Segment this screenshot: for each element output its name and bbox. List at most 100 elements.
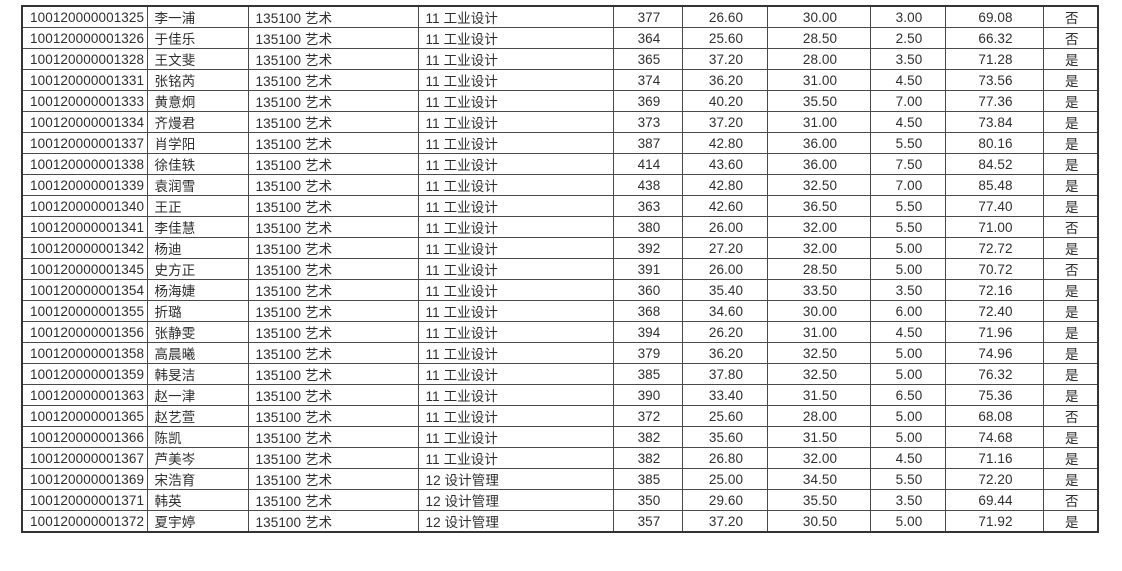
candidate-id-cell: 100120000001366 xyxy=(21,426,148,448)
major-code-cell: 135100 艺术 xyxy=(247,279,419,301)
table-row: 100120000001371 韩英 135100 艺术 12 设计管理 350… xyxy=(21,489,1099,511)
candidate-id-cell: 100120000001340 xyxy=(21,195,148,217)
score-4-cell: 5.50 xyxy=(869,132,946,154)
table-row: 100120000001354 杨海婕 135100 艺术 11 工业设计 36… xyxy=(21,279,1099,301)
score-3-cell: 32.00 xyxy=(766,216,871,238)
score-3-cell: 31.50 xyxy=(766,384,871,406)
direction-cell: 12 设计管理 xyxy=(417,468,614,490)
candidate-name-cell: 芦美岑 xyxy=(146,447,249,469)
admitted-flag-cell: 是 xyxy=(1042,237,1099,259)
major-code-cell: 135100 艺术 xyxy=(247,27,419,49)
score-3-cell: 31.00 xyxy=(766,321,871,343)
candidate-id-cell: 100120000001354 xyxy=(21,279,148,301)
candidate-name-cell: 陈凯 xyxy=(146,426,249,448)
candidate-name-cell: 夏宇婷 xyxy=(146,510,249,533)
initial-score-cell: 391 xyxy=(612,258,683,280)
score-2-cell: 37.20 xyxy=(681,510,768,533)
total-score-cell: 72.72 xyxy=(944,237,1044,259)
score-3-cell: 36.00 xyxy=(766,132,871,154)
admitted-flag-cell: 否 xyxy=(1042,27,1099,49)
direction-cell: 11 工业设计 xyxy=(417,132,614,154)
total-score-cell: 77.36 xyxy=(944,90,1044,112)
direction-cell: 11 工业设计 xyxy=(417,321,614,343)
candidate-name-cell: 齐熳君 xyxy=(146,111,249,133)
major-code-cell: 135100 艺术 xyxy=(247,48,419,70)
candidate-id-cell: 100120000001337 xyxy=(21,132,148,154)
direction-cell: 11 工业设计 xyxy=(417,216,614,238)
table-row: 100120000001356 张静雯 135100 艺术 11 工业设计 39… xyxy=(21,321,1099,343)
score-4-cell: 5.00 xyxy=(869,510,946,533)
total-score-cell: 69.44 xyxy=(944,489,1044,511)
initial-score-cell: 382 xyxy=(612,447,683,469)
table-row: 100120000001345 史方正 135100 艺术 11 工业设计 39… xyxy=(21,258,1099,280)
score-4-cell: 6.00 xyxy=(869,300,946,322)
score-2-cell: 27.20 xyxy=(681,237,768,259)
admitted-flag-cell: 是 xyxy=(1042,195,1099,217)
results-table: 100120000001325 李一浦 135100 艺术 11 工业设计 37… xyxy=(21,5,1099,533)
score-4-cell: 5.00 xyxy=(869,342,946,364)
score-3-cell: 31.00 xyxy=(766,69,871,91)
table-row: 100120000001338 徐佳轶 135100 艺术 11 工业设计 41… xyxy=(21,153,1099,175)
score-2-cell: 26.80 xyxy=(681,447,768,469)
initial-score-cell: 414 xyxy=(612,153,683,175)
total-score-cell: 72.20 xyxy=(944,468,1044,490)
candidate-name-cell: 李一浦 xyxy=(146,5,249,28)
candidate-name-cell: 肖学阳 xyxy=(146,132,249,154)
major-code-cell: 135100 艺术 xyxy=(247,510,419,533)
table-row: 100120000001372 夏宇婷 135100 艺术 12 设计管理 35… xyxy=(21,510,1099,533)
score-3-cell: 34.50 xyxy=(766,468,871,490)
candidate-id-cell: 100120000001334 xyxy=(21,111,148,133)
major-code-cell: 135100 艺术 xyxy=(247,468,419,490)
total-score-cell: 85.48 xyxy=(944,174,1044,196)
score-2-cell: 26.00 xyxy=(681,216,768,238)
candidate-id-cell: 100120000001356 xyxy=(21,321,148,343)
table-row: 100120000001355 折璐 135100 艺术 11 工业设计 368… xyxy=(21,300,1099,322)
score-3-cell: 32.00 xyxy=(766,447,871,469)
total-score-cell: 71.28 xyxy=(944,48,1044,70)
score-3-cell: 32.50 xyxy=(766,363,871,385)
major-code-cell: 135100 艺术 xyxy=(247,426,419,448)
initial-score-cell: 372 xyxy=(612,405,683,427)
direction-cell: 11 工业设计 xyxy=(417,69,614,91)
candidate-name-cell: 宋浩育 xyxy=(146,468,249,490)
total-score-cell: 75.36 xyxy=(944,384,1044,406)
total-score-cell: 72.16 xyxy=(944,279,1044,301)
score-2-cell: 33.40 xyxy=(681,384,768,406)
direction-cell: 11 工业设计 xyxy=(417,111,614,133)
admitted-flag-cell: 是 xyxy=(1042,426,1099,448)
initial-score-cell: 373 xyxy=(612,111,683,133)
candidate-id-cell: 100120000001369 xyxy=(21,468,148,490)
score-4-cell: 7.50 xyxy=(869,153,946,175)
initial-score-cell: 385 xyxy=(612,468,683,490)
initial-score-cell: 369 xyxy=(612,90,683,112)
score-3-cell: 32.00 xyxy=(766,237,871,259)
score-3-cell: 31.00 xyxy=(766,111,871,133)
major-code-cell: 135100 艺术 xyxy=(247,69,419,91)
total-score-cell: 73.56 xyxy=(944,69,1044,91)
candidate-id-cell: 100120000001355 xyxy=(21,300,148,322)
direction-cell: 11 工业设计 xyxy=(417,48,614,70)
score-2-cell: 29.60 xyxy=(681,489,768,511)
admitted-flag-cell: 是 xyxy=(1042,447,1099,469)
direction-cell: 11 工业设计 xyxy=(417,342,614,364)
direction-cell: 11 工业设计 xyxy=(417,195,614,217)
major-code-cell: 135100 艺术 xyxy=(247,405,419,427)
candidate-name-cell: 黄意炯 xyxy=(146,90,249,112)
candidate-name-cell: 张静雯 xyxy=(146,321,249,343)
candidate-id-cell: 100120000001363 xyxy=(21,384,148,406)
score-2-cell: 37.20 xyxy=(681,48,768,70)
table-row: 100120000001334 齐熳君 135100 艺术 11 工业设计 37… xyxy=(21,111,1099,133)
score-4-cell: 6.50 xyxy=(869,384,946,406)
total-score-cell: 71.92 xyxy=(944,510,1044,533)
direction-cell: 12 设计管理 xyxy=(417,510,614,533)
admitted-flag-cell: 否 xyxy=(1042,405,1099,427)
major-code-cell: 135100 艺术 xyxy=(247,300,419,322)
initial-score-cell: 360 xyxy=(612,279,683,301)
score-2-cell: 42.80 xyxy=(681,174,768,196)
total-score-cell: 77.40 xyxy=(944,195,1044,217)
major-code-cell: 135100 艺术 xyxy=(247,111,419,133)
direction-cell: 11 工业设计 xyxy=(417,405,614,427)
score-3-cell: 32.50 xyxy=(766,174,871,196)
score-4-cell: 2.50 xyxy=(869,27,946,49)
